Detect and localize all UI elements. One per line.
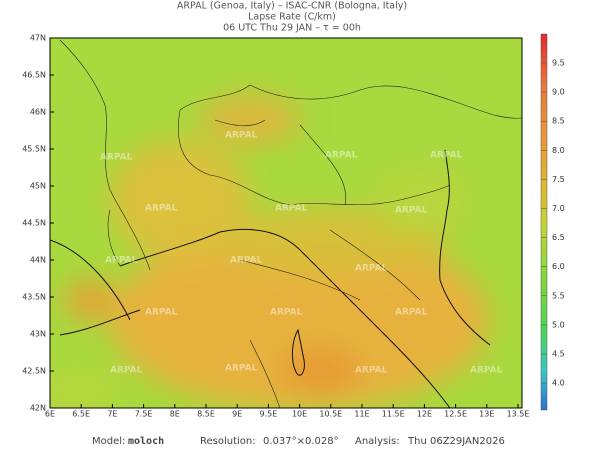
colorbar-label: 9.0 [552, 88, 565, 97]
colorbar-label: 7.5 [552, 175, 565, 184]
lat-label: 42N [30, 404, 46, 413]
lon-label: 8.5E [197, 410, 215, 419]
lon-label: 9.5E [260, 410, 278, 419]
watermark: ARPAL [105, 256, 138, 266]
watermark: ARPAL [145, 308, 178, 318]
lon-label: 13.5E [507, 410, 530, 419]
colorbar-label: 9.5 [552, 59, 565, 68]
lat-label: 47N [30, 34, 46, 43]
watermark: ARPAL [355, 366, 388, 376]
lat-label: 46.5N [22, 71, 46, 80]
analysis: Thu 06Z29JAN2026 [407, 436, 505, 447]
lat-label: 44N [30, 256, 46, 265]
lat-label: 43.5N [22, 293, 46, 302]
watermark: ARPAL [225, 131, 258, 141]
watermark: ARPAL [230, 256, 263, 266]
lon-label: 6.5E [72, 410, 90, 419]
watermark: ARPAL [145, 204, 178, 214]
watermark: ARPAL [395, 308, 428, 318]
lon-label: 10E [292, 410, 307, 419]
colorbar-label: 8.0 [552, 146, 565, 155]
lat-label: 45.5N [22, 145, 46, 154]
watermark: ARPAL [430, 151, 463, 161]
lon-label: 11E [354, 410, 369, 419]
resolution: 0.037°×0.028° [263, 436, 339, 447]
watermark: ARPAL [270, 308, 303, 318]
analysis-label: Analysis: [355, 436, 400, 447]
lon-label: 6E [45, 410, 55, 419]
colorbar-label: 8.5 [552, 117, 565, 126]
lat-label: 44.5N [22, 219, 46, 228]
colorbar-label: 5.0 [552, 320, 565, 329]
colorbar-label: 5.5 [552, 291, 565, 300]
lon-label: 10.5E [319, 410, 342, 419]
lon-label: 8E [170, 410, 180, 419]
watermark: ARPAL [110, 366, 143, 376]
lat-label: 45N [30, 182, 46, 191]
lat-label: 43N [30, 330, 46, 339]
colorbar-label: 6.5 [552, 233, 565, 242]
header-time: 06 UTC Thu 29 JAN – τ = 00h [223, 23, 361, 34]
lat-label: 42.5N [22, 367, 46, 376]
lon-label: 13E [479, 410, 494, 419]
colorbar [540, 33, 548, 411]
watermark: ARPAL [100, 153, 133, 163]
watermark: ARPAL [395, 206, 428, 216]
header-variable: Lapse Rate (C/km) [248, 12, 336, 23]
lon-label: 12E [417, 410, 432, 419]
watermark: ARPAL [355, 264, 388, 274]
lon-label: 9E [232, 410, 242, 419]
resolution-label: Resolution: [200, 436, 256, 447]
watermark: ARPAL [325, 151, 358, 161]
model-label: Model: [92, 436, 125, 447]
model: moloch [128, 436, 164, 447]
lat-label: 46N [30, 108, 46, 117]
header-title: ARPAL (Genoa, Italy) – ISAC-CNR (Bologna… [177, 1, 407, 12]
watermark: ARPAL [275, 204, 308, 214]
map-field [50, 38, 522, 408]
colorbar-label: 7.0 [552, 204, 565, 213]
lon-label: 7.5E [135, 410, 153, 419]
colorbar-label: 4.5 [552, 350, 565, 359]
lon-label: 11.5E [382, 410, 405, 419]
lon-label: 7E [107, 410, 117, 419]
colorbar-label: 6.0 [552, 262, 565, 271]
colorbar-label: 4.0 [552, 379, 565, 388]
watermark: ARPAL [225, 364, 258, 374]
lon-label: 12.5E [444, 410, 467, 419]
watermark: ARPAL [470, 366, 503, 376]
